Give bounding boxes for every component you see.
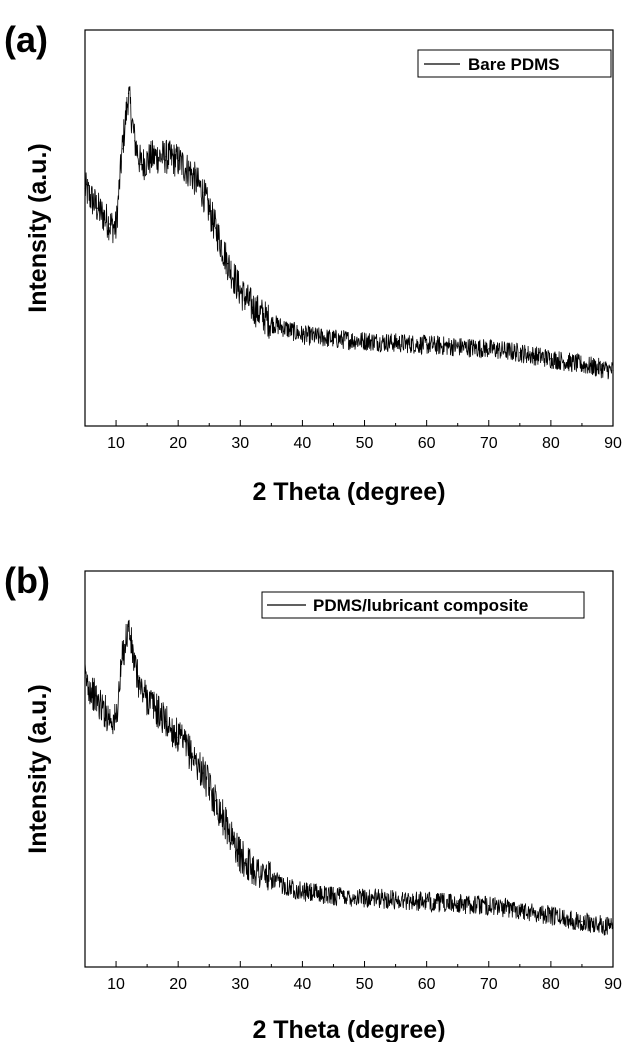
x-axis-title-a: 2 Theta (degree) bbox=[252, 478, 445, 506]
data-point bbox=[127, 625, 130, 628]
data-point bbox=[270, 879, 272, 881]
data-point bbox=[152, 705, 154, 707]
data-point bbox=[550, 358, 552, 360]
x-tick-label: 30 bbox=[231, 976, 249, 993]
data-point bbox=[109, 223, 111, 225]
x-tick-label: 70 bbox=[480, 435, 498, 452]
x-tick-label: 30 bbox=[231, 435, 249, 452]
data-point bbox=[177, 160, 179, 162]
x-tick-label: 40 bbox=[294, 435, 312, 452]
data-point bbox=[239, 855, 241, 857]
data-point bbox=[121, 148, 123, 150]
data-point bbox=[239, 290, 241, 292]
legend-b: PDMS/lubricant composite bbox=[261, 591, 585, 619]
x-tick-label: 80 bbox=[542, 435, 560, 452]
y-axis-title-b: Intensity (a.u.) bbox=[24, 684, 52, 853]
data-point bbox=[395, 899, 397, 901]
series-trace bbox=[84, 619, 614, 936]
data-point bbox=[519, 909, 521, 911]
panel-label-b: (b) bbox=[4, 560, 50, 601]
data-point bbox=[109, 716, 111, 719]
data-point bbox=[96, 207, 98, 209]
x-tick-label: 10 bbox=[107, 976, 125, 993]
x-ticks-a: 10 20 30 40 50 60 70 80 90 bbox=[107, 420, 622, 452]
y-axis-title-a: Intensity (a.u.) bbox=[24, 143, 52, 312]
plot-frame-b bbox=[84, 570, 614, 968]
data-point bbox=[363, 340, 366, 342]
data-point bbox=[177, 736, 179, 738]
data-point bbox=[363, 897, 366, 899]
series-trace bbox=[84, 86, 613, 380]
data-point bbox=[96, 701, 98, 703]
data-point bbox=[214, 227, 216, 229]
panel-b: (b) 10 20 30 40 50 60 70 80 90 2 Theta (degree) … bbox=[4, 560, 622, 1042]
series-line-b bbox=[84, 619, 614, 936]
x-tick-label: 20 bbox=[169, 976, 187, 993]
x-tick-label: 60 bbox=[418, 976, 436, 993]
data-point bbox=[127, 92, 130, 94]
data-point bbox=[115, 227, 117, 229]
legend-label-a: Bare PDMS bbox=[468, 55, 560, 74]
data-point bbox=[140, 164, 142, 166]
data-point bbox=[252, 867, 254, 869]
data-point bbox=[121, 657, 123, 659]
data-point bbox=[252, 306, 254, 308]
data-point bbox=[140, 689, 142, 691]
plot-frame-a bbox=[84, 29, 614, 427]
data-point bbox=[202, 191, 204, 193]
data-point bbox=[457, 903, 459, 905]
x-tick-label: 90 bbox=[604, 435, 622, 452]
data-point bbox=[301, 891, 303, 893]
legend-label-b: PDMS/lubricant composite bbox=[313, 596, 528, 615]
data-point bbox=[426, 901, 428, 903]
data-point bbox=[165, 720, 167, 723]
data-point bbox=[581, 364, 583, 366]
data-point bbox=[488, 905, 490, 907]
x-tick-label: 10 bbox=[107, 435, 125, 452]
x-tick-label: 50 bbox=[356, 435, 374, 452]
data-point bbox=[227, 827, 229, 830]
data-point bbox=[202, 772, 204, 774]
x-tick-label: 90 bbox=[604, 976, 622, 993]
data-point bbox=[84, 677, 86, 679]
x-tick-label: 50 bbox=[356, 976, 374, 993]
legend-a: Bare PDMS bbox=[417, 49, 612, 78]
legend-box-b bbox=[261, 591, 585, 619]
data-point bbox=[165, 156, 167, 158]
x-axis-title-b: 2 Theta (degree) bbox=[252, 1016, 445, 1042]
data-point bbox=[612, 926, 614, 929]
x-tick-label: 20 bbox=[169, 435, 187, 452]
data-point bbox=[550, 914, 552, 917]
data-point bbox=[214, 800, 216, 802]
x-ticks-b: 10 20 30 40 50 60 70 80 90 bbox=[107, 961, 622, 993]
data-point bbox=[332, 338, 335, 340]
data-point bbox=[301, 334, 303, 336]
data-point bbox=[152, 156, 154, 158]
data-point bbox=[227, 263, 229, 265]
panel-label-a: (a) bbox=[4, 19, 48, 60]
x-tick-label: 70 bbox=[480, 976, 498, 993]
data-point bbox=[270, 322, 272, 324]
data-point bbox=[134, 665, 136, 667]
series-line-a bbox=[84, 86, 614, 380]
data-point bbox=[457, 346, 459, 348]
data-point bbox=[134, 140, 136, 142]
x-tick-label: 80 bbox=[542, 976, 560, 993]
x-tick-label: 40 bbox=[294, 976, 312, 993]
data-point bbox=[84, 187, 86, 189]
data-point bbox=[612, 370, 614, 372]
data-point bbox=[190, 752, 192, 754]
data-point bbox=[426, 344, 428, 346]
x-tick-label: 60 bbox=[418, 435, 436, 452]
data-point bbox=[190, 172, 192, 174]
data-point bbox=[395, 342, 397, 344]
data-point bbox=[581, 920, 583, 923]
data-point bbox=[115, 720, 117, 723]
data-point bbox=[332, 895, 335, 897]
panel-a: (a) 10 20 30 40 50 60 70 80 90 2 Theta (degree) … bbox=[4, 19, 622, 506]
data-point bbox=[488, 348, 490, 350]
data-point bbox=[519, 352, 521, 354]
